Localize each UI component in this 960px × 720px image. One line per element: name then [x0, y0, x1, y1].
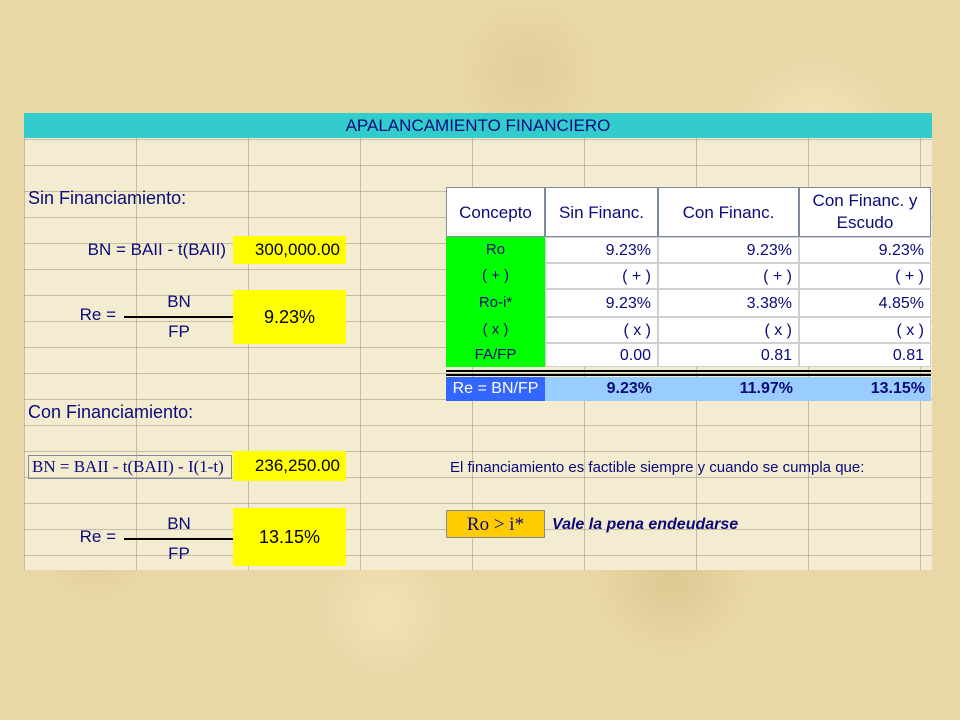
row-ro-i-concept: Ro-i* — [446, 289, 545, 317]
row-ro-escudo[interactable]: 9.23% — [799, 237, 931, 263]
row-ro-i-con[interactable]: 3.38% — [658, 289, 799, 317]
re-value-sin[interactable]: 9.23% — [233, 290, 346, 344]
bn-value-con[interactable]: 236,250.00 — [233, 451, 346, 481]
factibility-note: El financiamiento es factible siempre y … — [450, 459, 865, 476]
header-con-financ-escudo: Con Financ. y Escudo — [799, 187, 931, 237]
row-plus-con[interactable]: ( + ) — [658, 263, 799, 289]
row-ro-con[interactable]: 9.23% — [658, 237, 799, 263]
result-escudo[interactable]: 13.15% — [799, 377, 931, 401]
result-sin[interactable]: 9.23% — [545, 377, 658, 401]
denominator-fp-con: FP — [168, 544, 190, 563]
result-concept: Re = BN/FP — [446, 377, 545, 401]
row-ro-concept: Ro — [446, 237, 545, 263]
row-fa-fp-con[interactable]: 0.81 — [658, 343, 799, 367]
row-fa-fp-concept: FA/FP — [446, 343, 545, 367]
row-fa-fp-sin[interactable]: 0.00 — [545, 343, 658, 367]
row-plus-concept: ( + ) — [446, 263, 545, 289]
re-value-con[interactable]: 13.15% — [233, 508, 346, 566]
row-ro-i-escudo[interactable]: 4.85% — [799, 289, 931, 317]
conclusion-text: Vale la pena endeudarse — [552, 516, 739, 533]
condition-box: Ro > i* — [446, 510, 545, 538]
numerator-bn-con: BN — [167, 514, 191, 533]
result-separator-1 — [446, 370, 931, 372]
header-con-financ-escudo-line2: Escudo — [836, 213, 894, 232]
header-concepto: Concepto — [446, 187, 545, 237]
row-fa-fp-escudo[interactable]: 0.81 — [799, 343, 931, 367]
fraction-line-sin — [124, 316, 236, 318]
row-plus-escudo[interactable]: ( + ) — [799, 263, 931, 289]
header-con-financ-escudo-line1: Con Financ. y — [812, 191, 918, 210]
row-times-con[interactable]: ( x ) — [658, 317, 799, 343]
re-label-con: Re = — [79, 527, 116, 546]
row-times-escudo[interactable]: ( x ) — [799, 317, 931, 343]
bn-formula-con: BN = BAII - t(BAII) - I(1-t) — [28, 455, 232, 479]
header-sin-financ: Sin Financ. — [545, 187, 658, 237]
denominator-fp-sin: FP — [168, 322, 190, 341]
con-financiamiento-title: Con Financiamiento: — [28, 402, 194, 422]
fraction-line-con — [124, 538, 236, 540]
bn-formula-sin: BN = BAII - t(BAII) — [87, 240, 226, 259]
result-separator-2 — [446, 374, 931, 376]
bn-value-sin[interactable]: 300,000.00 — [233, 236, 346, 264]
row-times-concept: ( x ) — [446, 317, 545, 343]
numerator-bn-sin: BN — [167, 292, 191, 311]
row-times-sin[interactable]: ( x ) — [545, 317, 658, 343]
sin-financiamiento-title: Sin Financiamiento: — [28, 188, 187, 208]
header-con-financ: Con Financ. — [658, 187, 799, 237]
row-plus-sin[interactable]: ( + ) — [545, 263, 658, 289]
result-con[interactable]: 11.97% — [658, 377, 799, 401]
sheet-title: APALANCAMIENTO FINANCIERO — [24, 113, 932, 138]
row-ro-sin[interactable]: 9.23% — [545, 237, 658, 263]
row-ro-i-sin[interactable]: 9.23% — [545, 289, 658, 317]
re-label-sin: Re = — [79, 305, 116, 324]
